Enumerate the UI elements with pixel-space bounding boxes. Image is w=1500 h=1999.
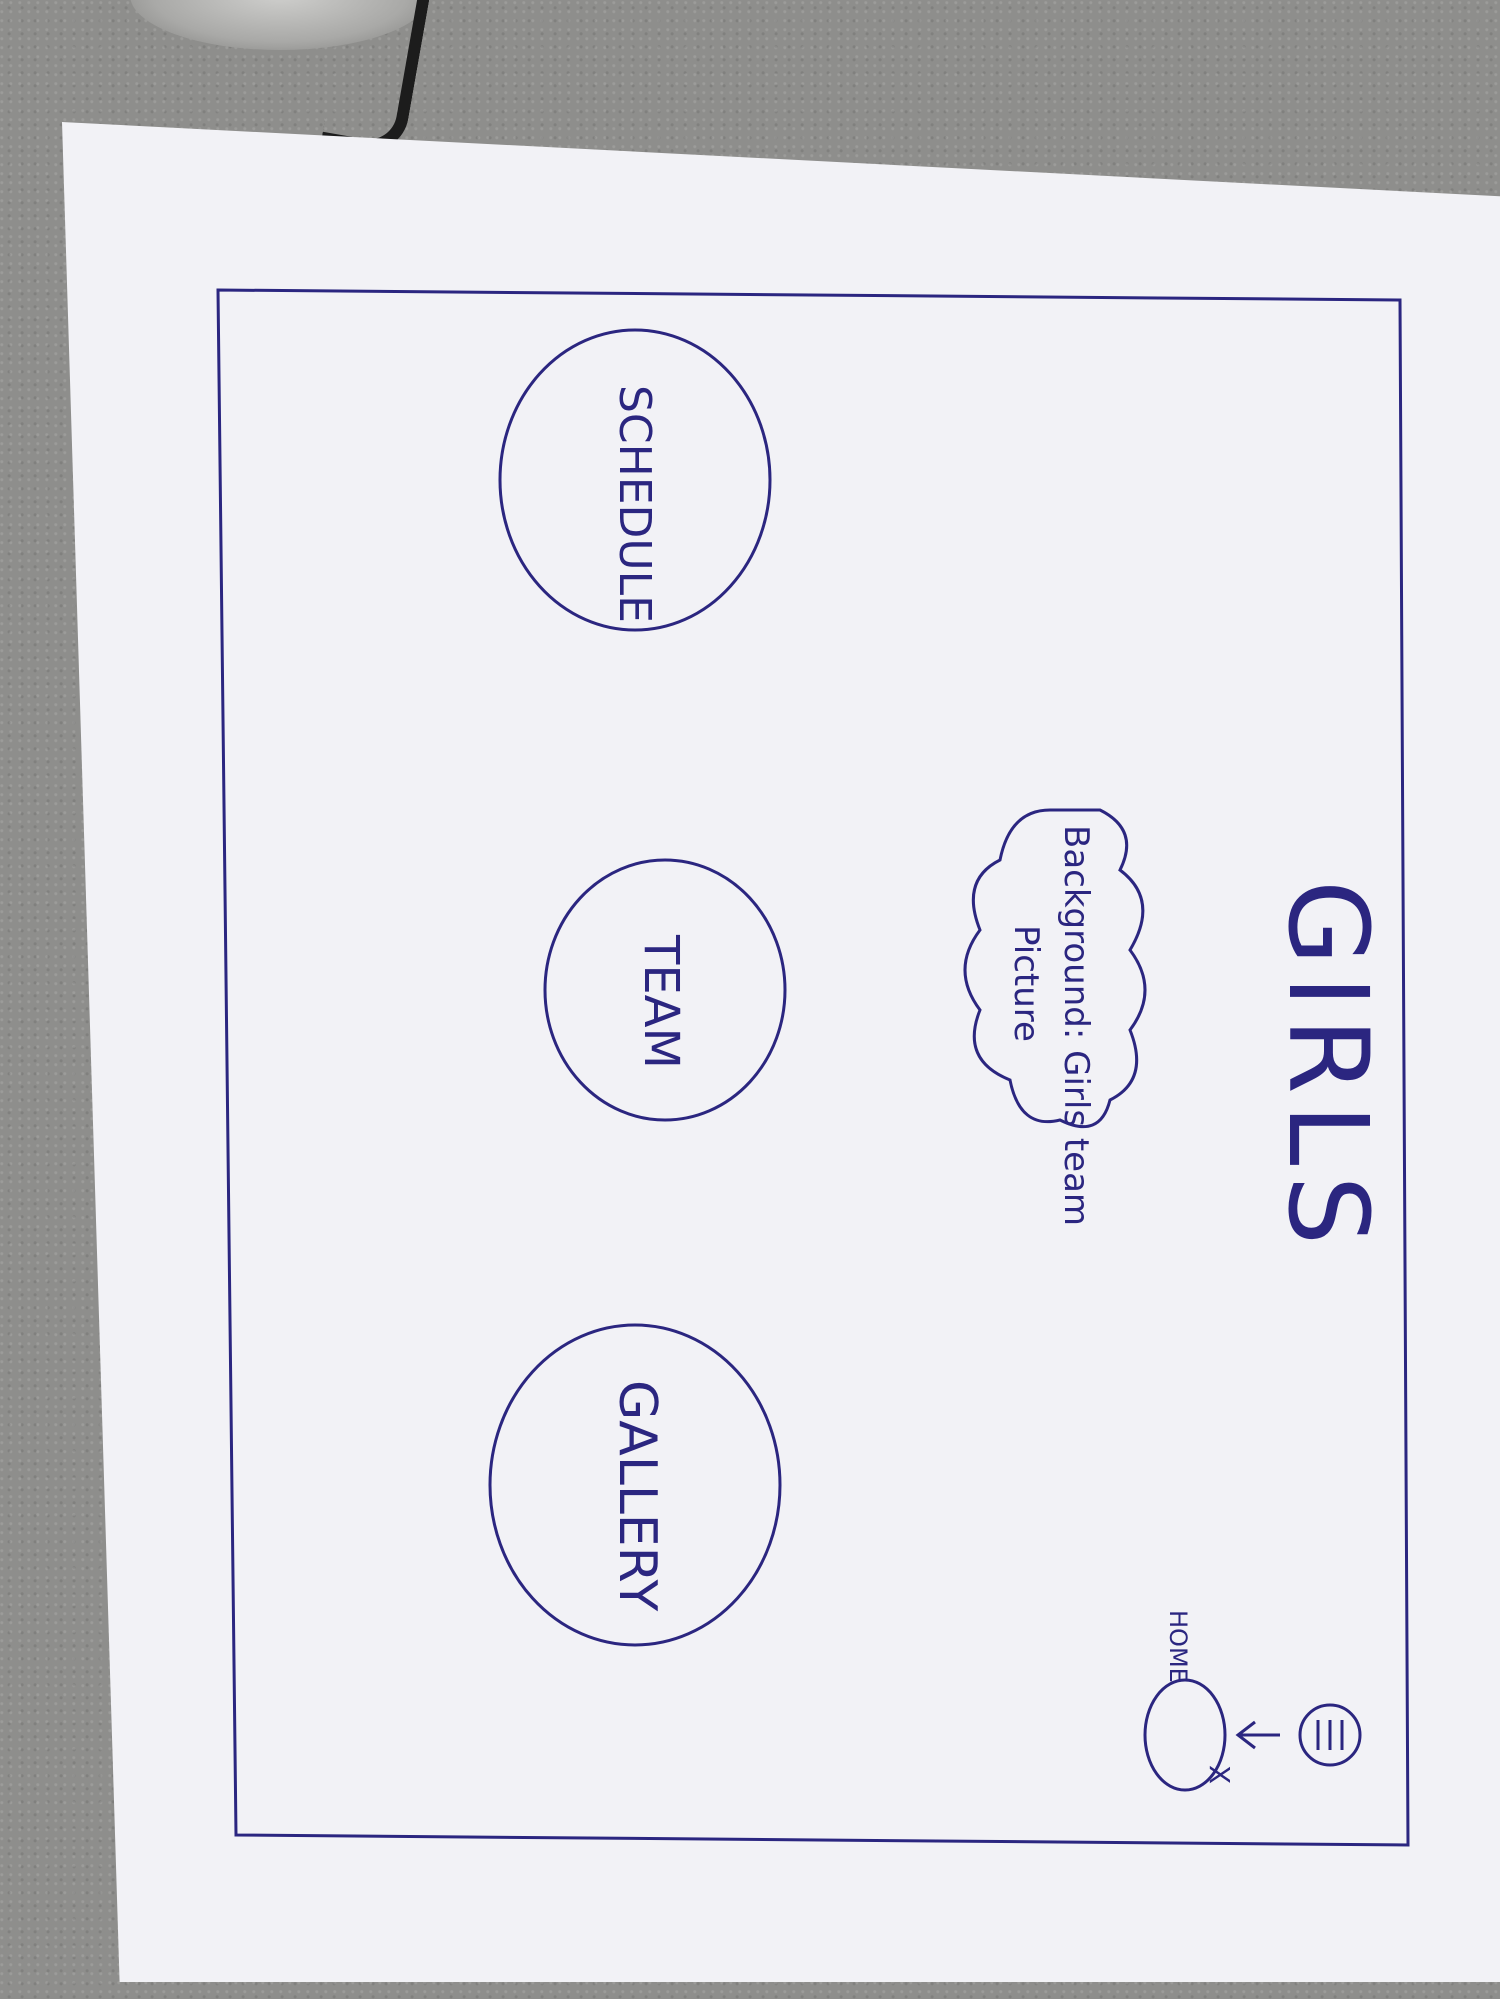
team-button-label: TEAM	[633, 934, 689, 1069]
schedule-button-label: SCHEDULE	[609, 385, 660, 623]
background-note-cloud	[963, 808, 1147, 1129]
arrow-icon	[1235, 1720, 1280, 1750]
team-button[interactable]: TEAM	[543, 858, 787, 1122]
gallery-button-label: GALLERY	[607, 1380, 667, 1611]
paper-sheet	[62, 122, 1500, 1982]
page-title: GIRLS	[1264, 880, 1392, 1255]
background-note-line1: Background: Girls team	[1056, 825, 1096, 1226]
schedule-button[interactable]: SCHEDULE	[498, 328, 772, 632]
wireframe-frame	[216, 288, 1410, 1847]
home-button[interactable]: X	[1143, 1678, 1236, 1792]
gallery-button[interactable]: GALLERY	[488, 1323, 782, 1647]
background-note-line2: Picture	[1006, 925, 1046, 1042]
home-label: HOME	[1164, 1610, 1192, 1683]
close-mark: X	[1203, 1765, 1236, 1784]
hamburger-menu-icon[interactable]	[1298, 1703, 1362, 1767]
